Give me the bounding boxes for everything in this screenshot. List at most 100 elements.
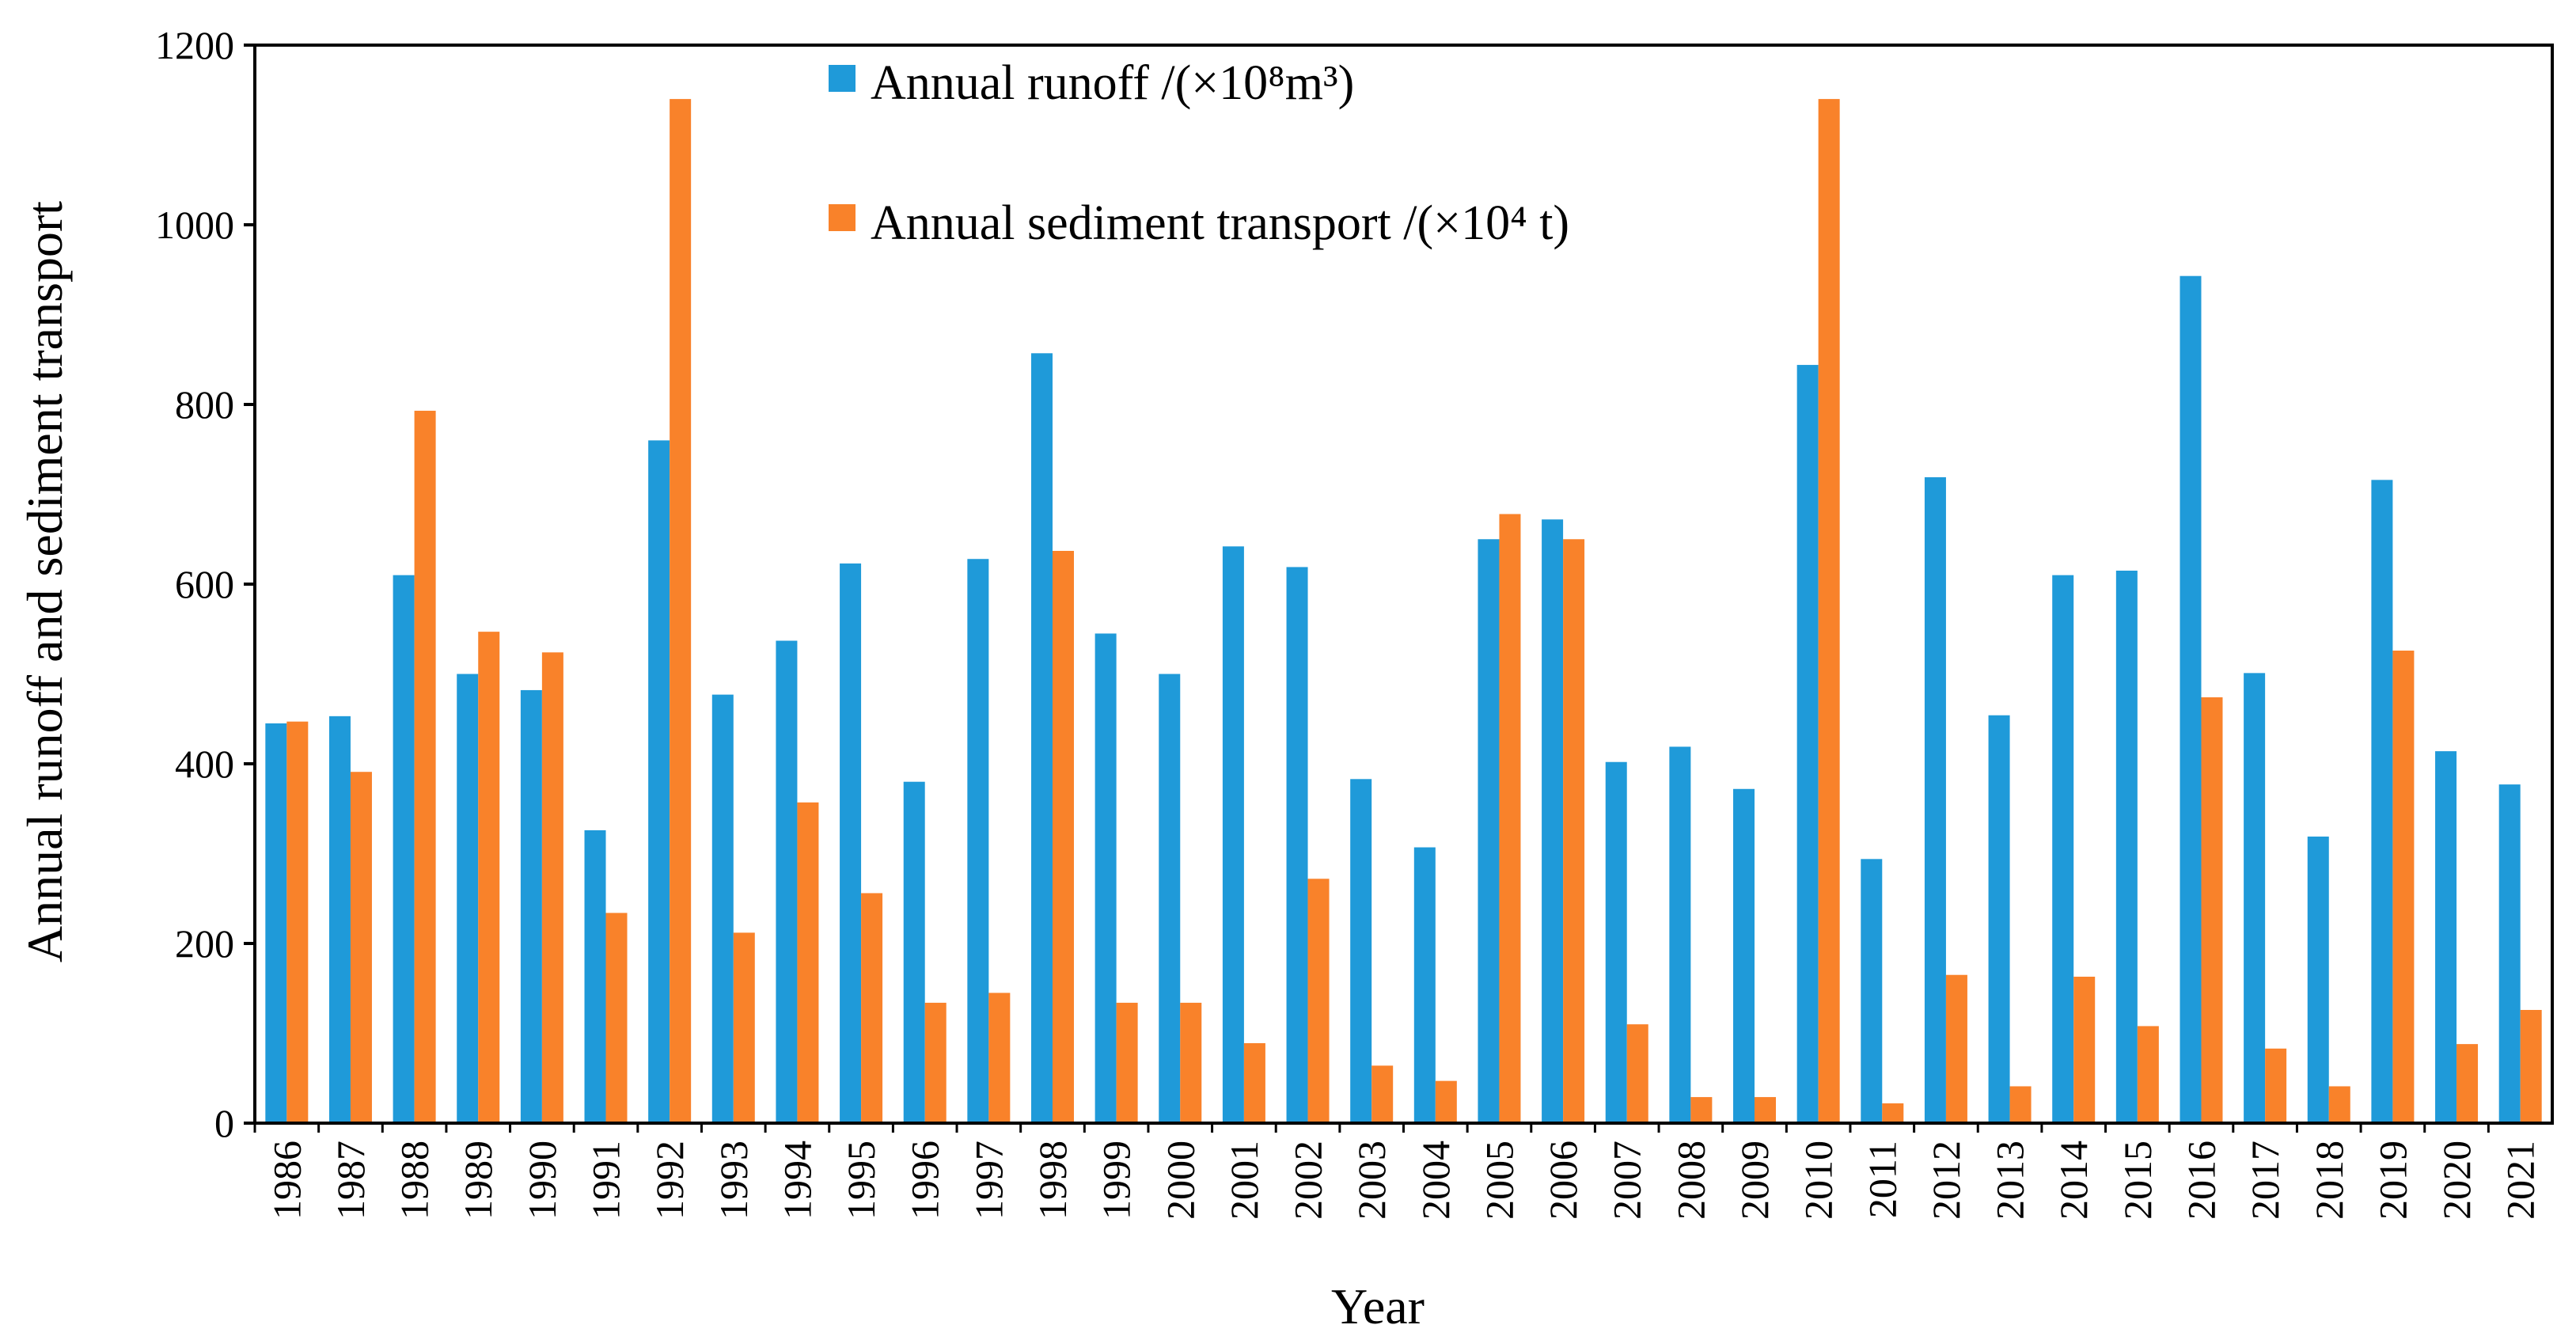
x-tick-label: 2017 [2243,1141,2287,1220]
bar-runoff-2016 [2180,275,2202,1123]
bar-sediment-2008 [1690,1097,1713,1123]
x-tick-label: 1990 [520,1141,564,1220]
x-tick-label: 2000 [1158,1141,1202,1220]
x-tick-label: 2003 [1349,1141,1394,1220]
x-tick-label: 1993 [711,1141,756,1220]
x-tick-label: 1992 [647,1141,692,1220]
bar-runoff-2002 [1286,567,1308,1123]
bar-runoff-2004 [1413,847,1436,1123]
bar-runoff-1986 [265,723,287,1123]
bar-runoff-2021 [2498,784,2521,1123]
bar-sediment-1990 [541,652,563,1123]
x-tick-label: 2013 [1988,1141,2032,1220]
bar-sediment-2019 [2392,650,2415,1123]
bar-runoff-2005 [1478,539,1500,1123]
y-tick-label: 1200 [155,23,234,67]
y-tick-label: 600 [175,562,234,606]
bar-sediment-1995 [861,893,883,1123]
x-tick-label: 1994 [775,1141,819,1220]
x-tick-label: 2002 [1286,1141,1330,1220]
bar-sediment-2015 [2137,1026,2159,1123]
bar-sediment-2010 [1818,99,1840,1124]
bar-runoff-1995 [840,563,862,1123]
bar-runoff-1989 [457,674,479,1123]
bar-sediment-2007 [1626,1024,1648,1123]
bar-sediment-2004 [1435,1080,1457,1123]
legend-swatch-sediment [829,204,856,231]
x-tick-label: 2012 [1924,1141,1968,1220]
bar-runoff-1988 [393,575,415,1123]
x-tick-label: 1989 [456,1141,500,1220]
x-tick-label: 2010 [1796,1141,1841,1220]
bar-runoff-1987 [328,716,351,1123]
bar-sediment-1992 [670,99,692,1124]
x-tick-label: 2005 [1477,1141,1521,1220]
bar-sediment-2011 [1882,1103,1904,1123]
x-axis-title: Year [1331,1278,1425,1334]
bar-sediment-2013 [2009,1086,2032,1123]
bar-sediment-2021 [2520,1009,2542,1123]
x-tick-label: 1997 [966,1141,1011,1220]
x-tick-label: 1998 [1030,1141,1075,1220]
bar-sediment-2009 [1755,1097,1777,1123]
bar-runoff-2014 [2052,575,2074,1123]
bars-layer [265,99,2542,1124]
bar-sediment-1991 [605,913,628,1123]
bar-runoff-2019 [2371,480,2393,1123]
bar-runoff-1991 [584,829,606,1123]
x-tick-label: 2021 [2498,1141,2543,1220]
bar-runoff-2009 [1733,788,1755,1123]
bar-runoff-2007 [1605,761,1627,1123]
bar-sediment-2005 [1499,514,1521,1123]
bar-sediment-2001 [1243,1042,1265,1123]
bar-runoff-2003 [1350,779,1372,1123]
bar-runoff-2018 [2307,836,2329,1123]
x-tick-label: 2001 [1222,1141,1266,1220]
bar-runoff-2013 [1988,715,2010,1123]
plot-frame [253,44,2554,1125]
bar-sediment-2012 [1945,974,1967,1123]
bar-sediment-2014 [2073,976,2096,1123]
bar-sediment-2000 [1180,1002,1202,1123]
x-tick-label: 1996 [903,1141,947,1220]
x-tick-label: 2006 [1541,1141,1585,1220]
y-tick-label: 200 [175,921,234,966]
bar-sediment-2016 [2201,697,2223,1123]
bar-runoff-2017 [2244,673,2266,1123]
bar-sediment-1993 [733,932,755,1123]
bar-sediment-2017 [2265,1048,2287,1123]
x-tick-label: 2018 [2307,1141,2351,1220]
y-axis-title: Annual runoff and sediment transport [17,201,73,962]
legend: Annual runoff /(×10⁸m³) Annual sediment … [829,56,1569,250]
bar-runoff-2020 [2435,751,2457,1123]
legend-swatch-runoff [829,65,856,92]
bar-runoff-1998 [1030,353,1053,1123]
x-tick-label: 1999 [1095,1141,1139,1220]
bar-sediment-2018 [2328,1086,2350,1123]
x-tick-label: 1988 [393,1141,437,1220]
bar-sediment-1987 [350,772,372,1123]
x-tick-label: 1991 [584,1141,628,1220]
bar-sediment-1999 [1116,1002,1138,1123]
bar-runoff-1992 [648,440,670,1123]
bar-runoff-1999 [1095,633,1117,1123]
bar-runoff-1997 [967,559,989,1123]
bar-runoff-2006 [1542,519,1564,1123]
bar-runoff-2015 [2115,570,2138,1123]
bar-runoff-2011 [1861,859,1883,1123]
x-tick-label: 2007 [1605,1141,1649,1220]
bar-runoff-2010 [1796,365,1819,1123]
x-tick-label: 2004 [1413,1141,1458,1220]
x-tick-label: 2011 [1860,1141,1904,1218]
x-axis-ticks: 1986 1987 1988 1989 1990 1991 1992 1993 1994 1995… [253,1123,2543,1220]
legend-label-sediment: Annual sediment transport /(×10⁴ t) [871,196,1569,250]
y-tick-label: 800 [175,382,234,427]
x-tick-label: 1987 [328,1141,373,1220]
bar-runoff-2012 [1924,476,1946,1123]
bar-runoff-1993 [711,694,734,1123]
y-axis-ticks: 0 200 400 600 800 1000 1200 [155,23,255,1145]
bar-sediment-1997 [988,993,1011,1123]
x-tick-label: 2016 [2179,1141,2223,1220]
bar-runoff-1994 [776,640,798,1123]
